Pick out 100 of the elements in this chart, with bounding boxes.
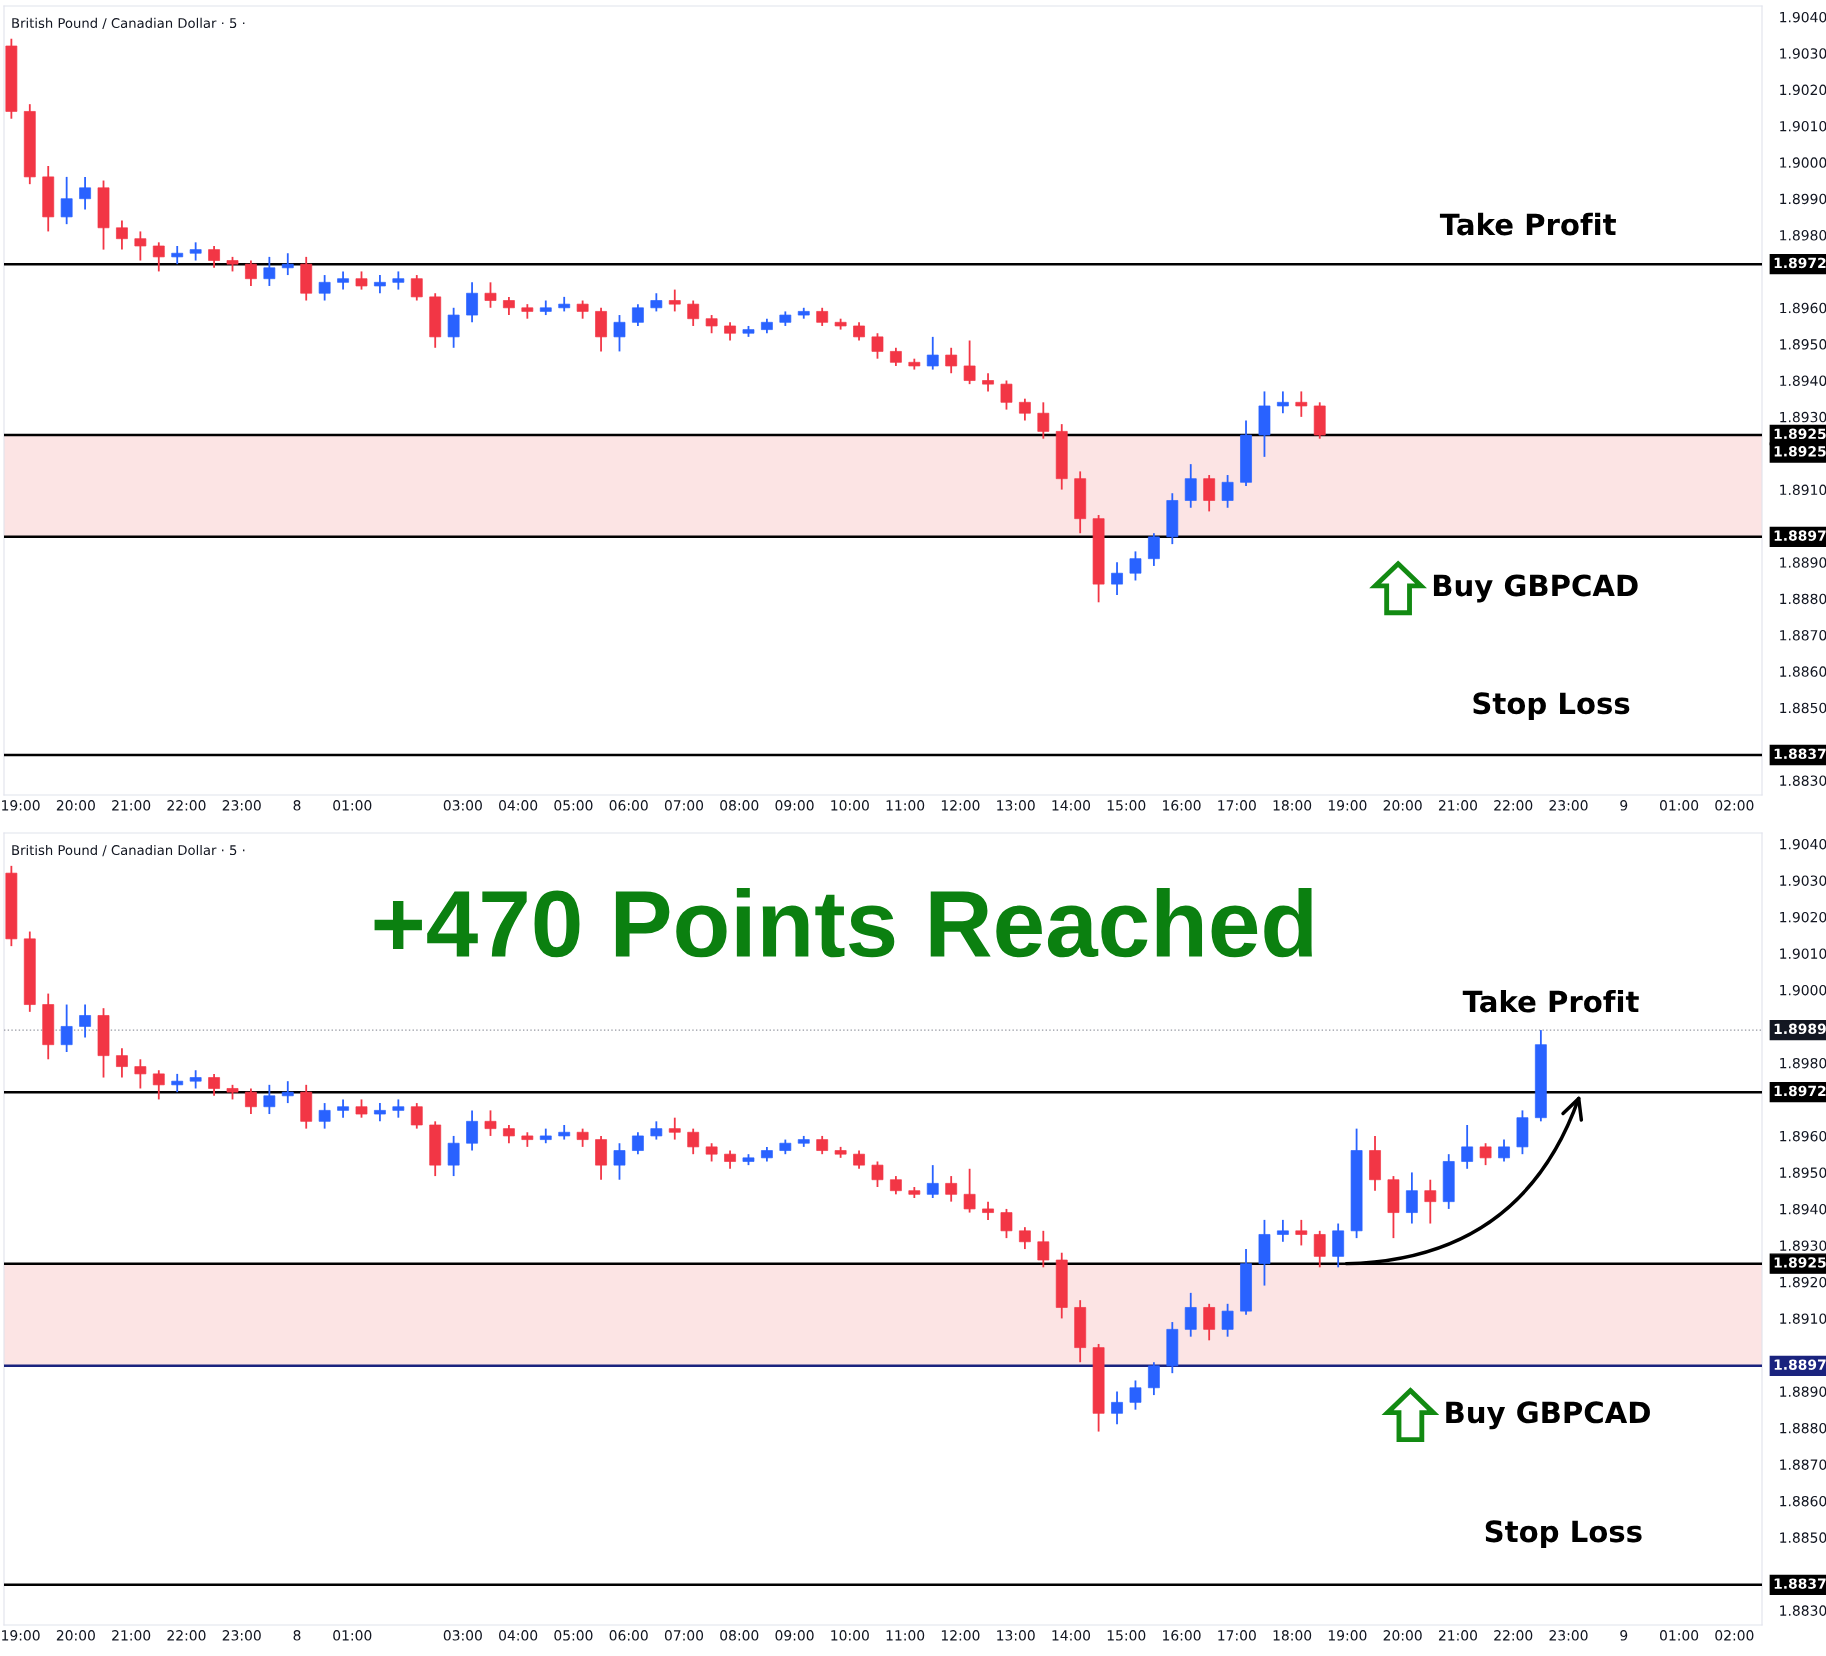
text: British Pound / Canadian Dollar · 5 · [12,844,245,857]
x-tick-label: 18:00 [1273,800,1312,811]
y-tick-label: 1.9040 [1780,838,1826,850]
y-tick-label: 1.8930 [1780,411,1826,423]
candlestick [982,1200,994,1221]
x-tick-label: 18:00 [1273,1630,1312,1641]
candlestick [1129,550,1142,582]
candlestick [1203,1302,1216,1342]
x-tick-label: 08:00 [720,800,759,811]
x-tick-label: 15:00 [1107,1630,1146,1641]
y-tick-label: 1.8870 [1780,629,1826,641]
candlestick [189,1069,202,1090]
candlestick [613,1142,626,1181]
y-tick-label: 1.8830 [1780,775,1826,786]
y-tick-label: 1.8930 [1780,1240,1826,1251]
y-tick-label: 1.8980 [1780,1057,1826,1069]
candlestick [963,339,976,386]
x-tick-label: 8 [293,800,301,811]
x-tick-label: 10:00 [831,1630,869,1641]
annotation: +470 Points Reached [374,887,1312,958]
candlestick [1019,1226,1031,1250]
y-tick-label: 1.8830 [1780,1605,1826,1616]
y-tick-label: 1.8960 [1780,302,1826,314]
y-tick-label: 1.9010 [1780,120,1826,132]
candlestick [816,1135,829,1156]
x-tick-label: 01:00 [1659,1630,1699,1641]
candlestick [926,1164,939,1199]
candlestick [374,1102,386,1123]
candlestick [503,1124,515,1145]
candlestick [1037,1229,1050,1269]
candlestick [1277,390,1289,415]
y-tick-label: 1.8890 [1780,557,1826,568]
candlestick [1295,390,1308,418]
x-tick-label: 17:00 [1218,800,1256,811]
text: British Pound / Canadian Dollar · 5 · [12,17,245,30]
candlestick [890,1175,902,1196]
x-tick-label: 16:00 [1163,1630,1201,1641]
ref-line-label: 1.8837 [1774,1578,1826,1589]
candlestick [1000,379,1013,411]
candlestick [466,281,478,324]
candlestick [1184,1291,1197,1338]
candlestick [79,1003,91,1039]
candlestick [171,1072,184,1094]
candlestick [724,1149,736,1170]
annotation: Buy GBPCAD [1433,574,1638,603]
y-tick-label: 1.9020 [1780,911,1826,923]
candlestick [79,175,91,211]
x-tick-label: 9 [1620,1630,1628,1641]
y-tick-label: 1.8870 [1780,1459,1826,1470]
candlestick [134,230,147,262]
y-tick-label: 1.8940 [1780,1203,1826,1215]
candlestick [1461,1124,1474,1170]
x-tick-label: 03:00 [443,1630,482,1641]
candlestick [1019,397,1031,422]
annotation: Buy GBPCAD [1446,1401,1650,1430]
candlestick [263,255,276,287]
x-tick-label: 17:00 [1218,1630,1256,1641]
candlestick [1203,474,1216,513]
candlestick [687,299,700,327]
y-tick-label: 1.8950 [1780,1167,1826,1178]
candlestick [871,1160,884,1188]
candlestick [392,1098,405,1119]
y-tick-label: 1.8950 [1780,339,1826,350]
y-tick-label: 1.9010 [1780,948,1826,959]
ref-line-label: 1.8925 [1774,428,1826,440]
y-tick-label: 1.9030 [1780,48,1826,59]
candlestick [484,281,497,309]
candlestick [171,245,184,266]
y-tick-label: 1.8990 [1780,193,1826,205]
x-tick-label: 20:00 [56,1630,95,1641]
candlestick [890,346,902,367]
x-tick-label: 19:00 [2,800,40,811]
x-tick-label: 11:00 [886,800,925,811]
candlestick [705,314,718,335]
candlestick [668,1116,681,1141]
x-tick-label: 11:00 [886,1630,925,1641]
y-tick-label: 1.9040 [1780,11,1826,23]
y-tick-label: 1.8890 [1780,1386,1826,1397]
ref-line-label: 1.8925 [1774,1257,1826,1268]
y-tick-label: 1.8850 [1780,1532,1826,1543]
ref-line-label: 1.8897 [1774,530,1826,541]
x-tick-label: 21:00 [112,800,151,811]
x-tick-label: 06:00 [609,800,648,811]
candlestick [1221,474,1234,509]
ref-line-label: 1.8837 [1774,748,1826,760]
candlestick [208,245,220,269]
annotation: Stop Loss [1485,1520,1642,1549]
candlestick [632,1131,644,1156]
x-tick-label: 22:00 [167,800,206,811]
candlestick [871,332,884,360]
x-tick-label: 19:00 [1328,1630,1367,1641]
x-tick-label: 23:00 [222,1630,261,1641]
candlestick [152,1069,165,1101]
candlestick [337,1098,349,1119]
x-tick-label: 05:00 [554,1630,593,1641]
annotation: Take Profit [1462,989,1639,1013]
x-tick-label: 05:00 [554,800,593,811]
candlestick [853,321,865,342]
x-tick-label: 10:00 [831,800,869,811]
candlestick [410,1102,423,1130]
